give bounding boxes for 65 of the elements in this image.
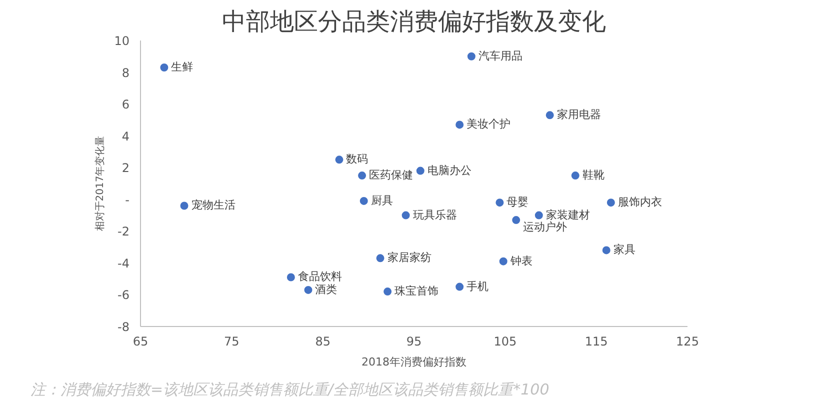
annotation: 生鲜 — [171, 60, 194, 74]
point — [416, 166, 424, 175]
x-tick-label: 95 — [406, 334, 422, 348]
annotation: 家具 — [613, 243, 636, 256]
y-tick-label: -4 — [118, 256, 130, 270]
annotation: 服饰内衣 — [618, 196, 662, 209]
point — [499, 257, 508, 266]
point — [402, 211, 410, 220]
annotation: 运动户外 — [523, 220, 568, 234]
annotation: 母婴 — [506, 196, 529, 209]
point — [606, 198, 615, 207]
annotation: 汽车用品 — [478, 49, 522, 62]
annotation: 食品饮料 — [298, 270, 342, 284]
point — [496, 198, 504, 207]
y-tick-label: - — [125, 192, 130, 207]
y-tick-label: -2 — [118, 224, 130, 239]
y-tick-label: -8 — [118, 320, 130, 334]
point — [180, 202, 188, 210]
point — [384, 288, 392, 296]
x-tick-label: 125 — [676, 334, 699, 348]
x-tick-label: 105 — [494, 334, 517, 348]
annotation: 数码 — [346, 154, 368, 166]
point — [456, 282, 464, 291]
y-tick-label: 4 — [122, 129, 130, 144]
annotation: 酒类 — [315, 282, 338, 296]
y-tick-label: 2 — [122, 161, 130, 176]
x-axis-title: 2018年消费偏好指数 — [362, 356, 467, 368]
point — [335, 156, 344, 164]
chart-title: 中部地区分品类消费偏好指数及变化 — [222, 8, 606, 36]
point — [286, 273, 295, 282]
annotation: 手机 — [466, 280, 489, 293]
x-tick-label: 65 — [132, 334, 148, 348]
point — [571, 172, 580, 180]
point — [534, 211, 543, 220]
annotation: 厨具 — [370, 194, 393, 207]
annotation: 美妆个护 — [466, 118, 511, 131]
point — [546, 111, 554, 120]
point — [160, 64, 168, 72]
annotation: 玩具乐器 — [412, 208, 457, 222]
annotation: 鞋靴 — [582, 168, 604, 182]
annotation: 珠宝首饰 — [394, 284, 439, 298]
point — [467, 52, 476, 60]
point — [512, 216, 520, 224]
annotation: 家用电器 — [556, 108, 601, 122]
y-axis-title: 相对于2017年变化量 — [94, 136, 106, 232]
point — [376, 254, 384, 262]
annotation: 家装建材 — [546, 208, 590, 222]
annotation: 电脑办公 — [427, 164, 472, 177]
annotation: 钟表 — [509, 254, 532, 268]
point — [358, 172, 366, 180]
text: 注：消费偏好指数=该地区该品类销售额比重/全部地区该品类销售额比重*100 — [30, 380, 550, 398]
x-tick-label: 85 — [315, 334, 330, 348]
x-tick-label: 75 — [224, 334, 240, 348]
point — [304, 286, 312, 294]
annotation: 宠物生活 — [191, 198, 236, 212]
y-tick-label: 6 — [122, 98, 130, 112]
point — [456, 120, 464, 129]
x-tick-label: 115 — [584, 334, 608, 348]
annotation: 家居家纺 — [387, 251, 432, 264]
y-tick-label: 8 — [122, 66, 130, 80]
annotation: 医药保健 — [369, 168, 414, 182]
y-tick-label: -6 — [118, 288, 130, 302]
y-tick-label: 10 — [114, 34, 130, 48]
point — [360, 196, 368, 205]
point — [602, 246, 610, 254]
